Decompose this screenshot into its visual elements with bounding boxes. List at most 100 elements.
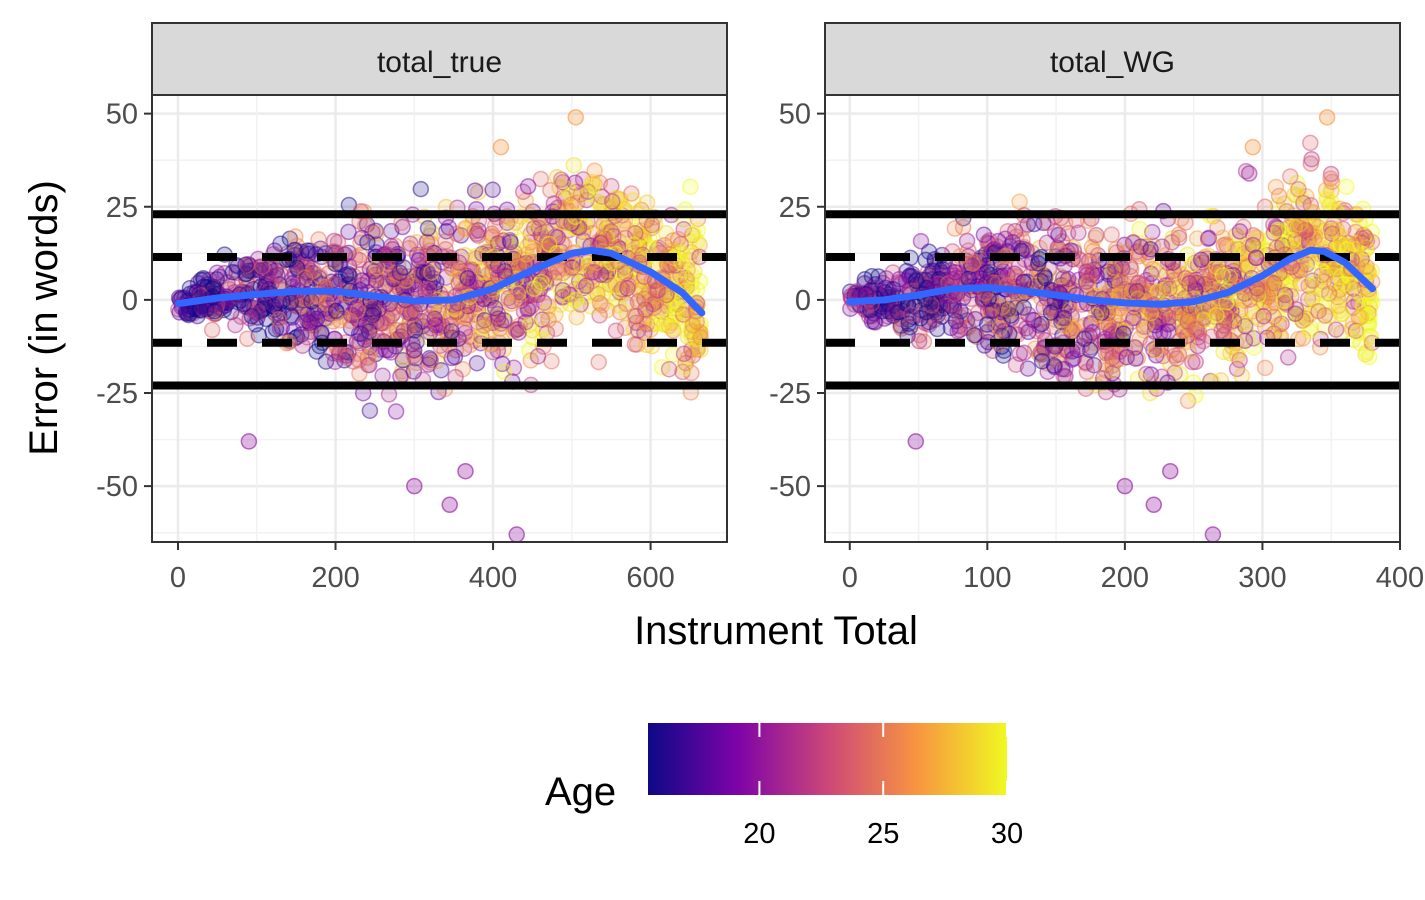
scatter-point: [1011, 345, 1029, 363]
scatter-point: [1142, 241, 1159, 258]
scatter-point: [1116, 477, 1134, 495]
scatter-point: [589, 285, 606, 303]
scatter-point: [423, 264, 440, 281]
scatter-point: [383, 307, 401, 324]
scatter-point: [519, 178, 537, 195]
scatter-point: [1006, 222, 1024, 240]
scatter-point: [468, 225, 486, 243]
scatter-point: [282, 307, 300, 324]
scatter-point: [1023, 254, 1041, 272]
scatter-point: [1184, 255, 1201, 273]
scatter-point: [486, 299, 504, 317]
scatter-point: [1360, 328, 1378, 346]
scatter-point: [1270, 187, 1288, 205]
scatter-point: [1312, 230, 1329, 247]
scatter-point: [884, 264, 902, 281]
strip-background: [151, 22, 728, 96]
scatter-point: [540, 311, 557, 328]
y-tick-label: -50: [769, 471, 811, 503]
scatter-point: [250, 305, 267, 322]
scatter-point: [972, 259, 989, 276]
scatter-point: [361, 402, 379, 419]
strip-label: total_WG: [1050, 46, 1175, 79]
scatter-point: [1302, 155, 1320, 172]
legend-tick-label: 30: [991, 818, 1023, 850]
scatter-point: [419, 220, 437, 237]
legend-title: Age: [545, 770, 616, 814]
scatter-point: [1076, 330, 1093, 348]
scatter-point: [208, 264, 226, 281]
x-axis-title: Instrument Total: [634, 609, 918, 653]
scatter-point: [1228, 347, 1246, 365]
scatter-point: [1352, 309, 1370, 326]
y-axis: 50 25 0 -25 -50: [96, 99, 152, 503]
scatter-point: [405, 341, 423, 359]
scatter-point: [468, 354, 486, 372]
y-axis: 50 25 0 -25 -50: [769, 99, 825, 503]
scatter-point: [1019, 360, 1037, 377]
scatter-point: [467, 247, 484, 265]
scatter-point: [308, 343, 325, 360]
scatter-point: [1244, 138, 1262, 156]
scatter-point: [1079, 274, 1096, 292]
scatter-point: [496, 363, 513, 380]
scatter-point: [669, 230, 687, 248]
scatter-point: [1103, 226, 1120, 243]
scatter-point: [529, 348, 547, 365]
scatter-point: [627, 308, 645, 325]
scatter-point: [1291, 215, 1309, 233]
scatter-point: [1232, 309, 1249, 326]
scatter-point: [627, 224, 644, 242]
scatter-point: [994, 298, 1011, 316]
scatter-point: [658, 286, 675, 304]
scatter-point: [1175, 322, 1193, 340]
scatter-point: [991, 320, 1008, 337]
x-axis: 0 200 400 600: [170, 542, 675, 594]
scatter-point: [554, 281, 572, 299]
scatter-point: [1358, 258, 1375, 275]
scatter-point: [459, 269, 476, 287]
scatter-point: [629, 293, 647, 311]
scatter-point: [902, 306, 920, 323]
scatter-point: [532, 170, 550, 188]
scatter-point: [492, 138, 510, 156]
scatter-point: [1104, 357, 1121, 374]
scatter-point: [682, 178, 699, 196]
scatter-point: [412, 180, 430, 198]
scatter-point: [446, 348, 464, 366]
scatter-point: [353, 272, 371, 289]
scatter-point: [1286, 186, 1303, 203]
scatter-point: [1287, 305, 1304, 323]
scatter-point: [1145, 496, 1163, 513]
scatter-point: [239, 330, 256, 347]
scatter-point: [273, 319, 291, 336]
scatter-point: [548, 169, 566, 186]
scatter-point: [1217, 236, 1235, 253]
scatter-point: [508, 526, 525, 542]
scatter-point: [684, 317, 702, 334]
panel-total-true: total_true 50 25 0 -25 -50 0 200 400 600: [96, 22, 728, 594]
scatter-point: [426, 310, 443, 327]
scatter-point: [270, 310, 287, 328]
scatter-point: [975, 226, 993, 244]
scatter-point: [510, 291, 527, 309]
scatter-point: [203, 321, 221, 339]
scatter-point: [1144, 223, 1161, 241]
scatter-point: [475, 317, 493, 334]
scatter-point: [518, 219, 535, 236]
scatter-point: [421, 309, 439, 327]
scatter-point: [966, 326, 983, 344]
scatter-point: [299, 242, 316, 259]
scatter-point: [1050, 226, 1067, 244]
x-tick-label: 600: [626, 562, 674, 594]
scatter-point: [1236, 317, 1254, 335]
scatter-point: [406, 477, 423, 495]
scatter-point: [442, 316, 459, 334]
scatter-point: [533, 273, 550, 291]
scatter-point: [598, 301, 616, 319]
scatter-point: [673, 254, 690, 271]
x-tick-label: 200: [311, 562, 359, 594]
scatter-point: [359, 234, 376, 251]
scatter-point: [954, 218, 972, 236]
